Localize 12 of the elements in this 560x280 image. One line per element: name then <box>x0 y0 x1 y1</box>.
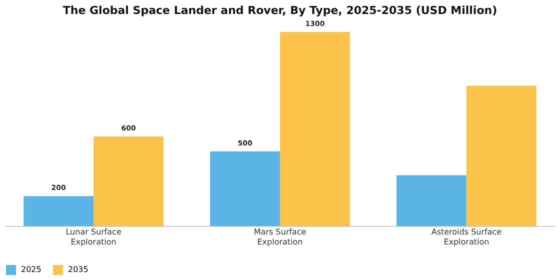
bar <box>210 151 280 226</box>
bar <box>280 32 350 226</box>
bar <box>94 136 164 226</box>
legend-label: 2025 <box>21 265 42 274</box>
bar <box>466 86 536 226</box>
x-tick-label: Mars Surface Exploration <box>254 228 306 246</box>
bar <box>24 196 94 226</box>
x-tick-label: Asteroids Surface Exploration <box>431 228 502 246</box>
bar <box>396 175 466 226</box>
chart-title: The Global Space Lander and Rover, By Type, 2025-2035 (USD Million) <box>62 4 498 17</box>
legend-label: 2035 <box>68 265 88 274</box>
x-tick-label: Lunar Surface Exploration <box>66 228 122 246</box>
